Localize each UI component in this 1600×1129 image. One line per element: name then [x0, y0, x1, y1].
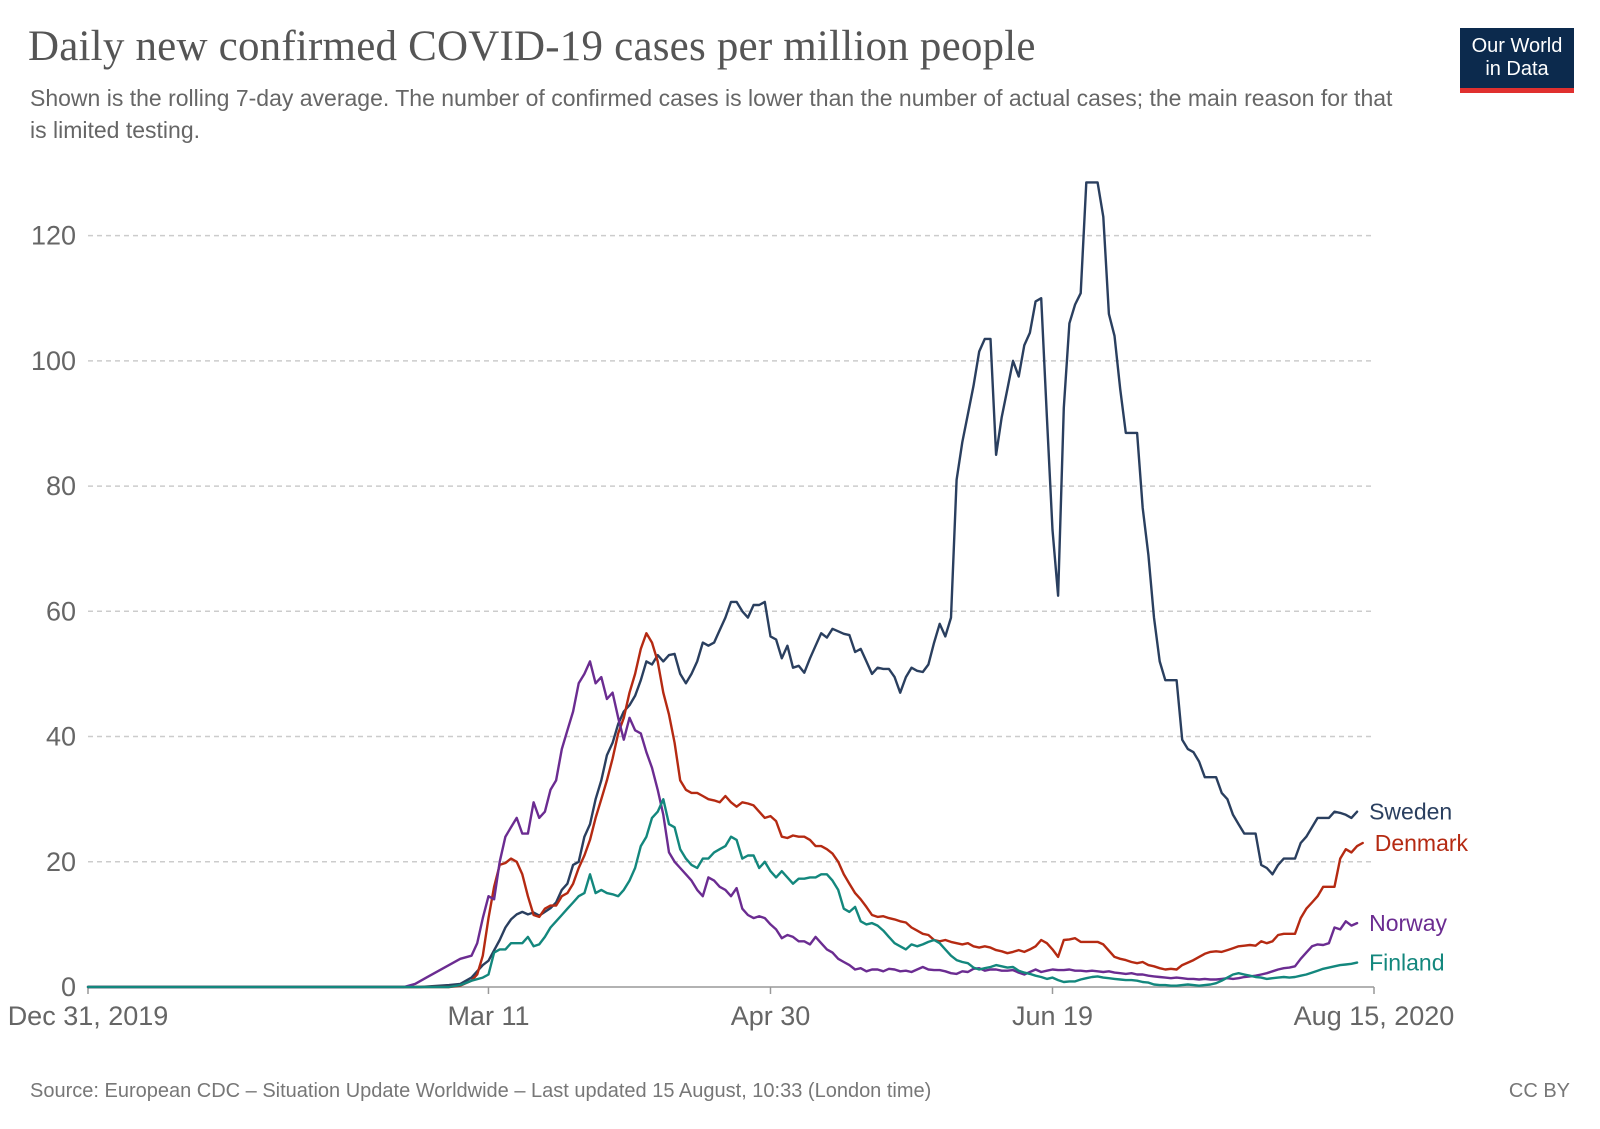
- x-tick-label: Dec 31, 2019: [8, 1001, 169, 1031]
- series-line-norway[interactable]: [86, 660, 1359, 989]
- chart-subtitle: Shown is the rolling 7-day average. The …: [30, 85, 1393, 143]
- series-lines: [86, 181, 1364, 989]
- x-tick-label: Apr 30: [731, 1001, 811, 1031]
- y-tick-label: 120: [31, 221, 76, 251]
- y-tick-label: 80: [46, 471, 76, 501]
- series-label-norway[interactable]: Norway: [1369, 910, 1447, 936]
- x-tick-label: Jun 19: [1012, 1001, 1093, 1031]
- series-line-denmark[interactable]: [86, 632, 1364, 989]
- logo-line-2: in Data: [1485, 58, 1549, 80]
- series-labels: Sweden Denmark Norway Finland: [1369, 799, 1468, 976]
- x-tick-label: Aug 15, 2020: [1294, 1001, 1455, 1031]
- y-tick-label: 100: [31, 346, 76, 376]
- owid-logo[interactable]: Our World in Data: [1460, 28, 1574, 93]
- logo-line-1: Our World: [1471, 35, 1563, 57]
- series-label-finland[interactable]: Finland: [1369, 950, 1444, 976]
- series-line-sweden[interactable]: [86, 181, 1359, 989]
- license-link[interactable]: CC BY: [1508, 1080, 1570, 1102]
- x-tick-label: Mar 11: [447, 1001, 529, 1031]
- logo-accent-bar: [1460, 88, 1574, 93]
- axes: 0 20 40 60 80 100 120 Dec 31, 2019 Mar 11 Apr 30 J…: [8, 221, 1455, 1031]
- gridlines: [88, 234, 1374, 863]
- y-tick-label: 60: [46, 596, 76, 626]
- y-tick-label: 20: [46, 847, 76, 877]
- y-tick-label: 0: [61, 972, 76, 1002]
- series-line-finland[interactable]: [86, 798, 1359, 989]
- series-label-sweden[interactable]: Sweden: [1369, 799, 1452, 825]
- series-label-denmark[interactable]: Denmark: [1375, 830, 1469, 856]
- line-chart: 0 20 40 60 80 100 120 Dec 31, 2019 Mar 11 Apr 30 J…: [8, 181, 1469, 1031]
- y-tick-label: 40: [46, 722, 76, 752]
- chart-title: Daily new confirmed COVID-19 cases per m…: [28, 23, 1036, 70]
- source-note[interactable]: Source: European CDC – Situation Update …: [30, 1080, 932, 1102]
